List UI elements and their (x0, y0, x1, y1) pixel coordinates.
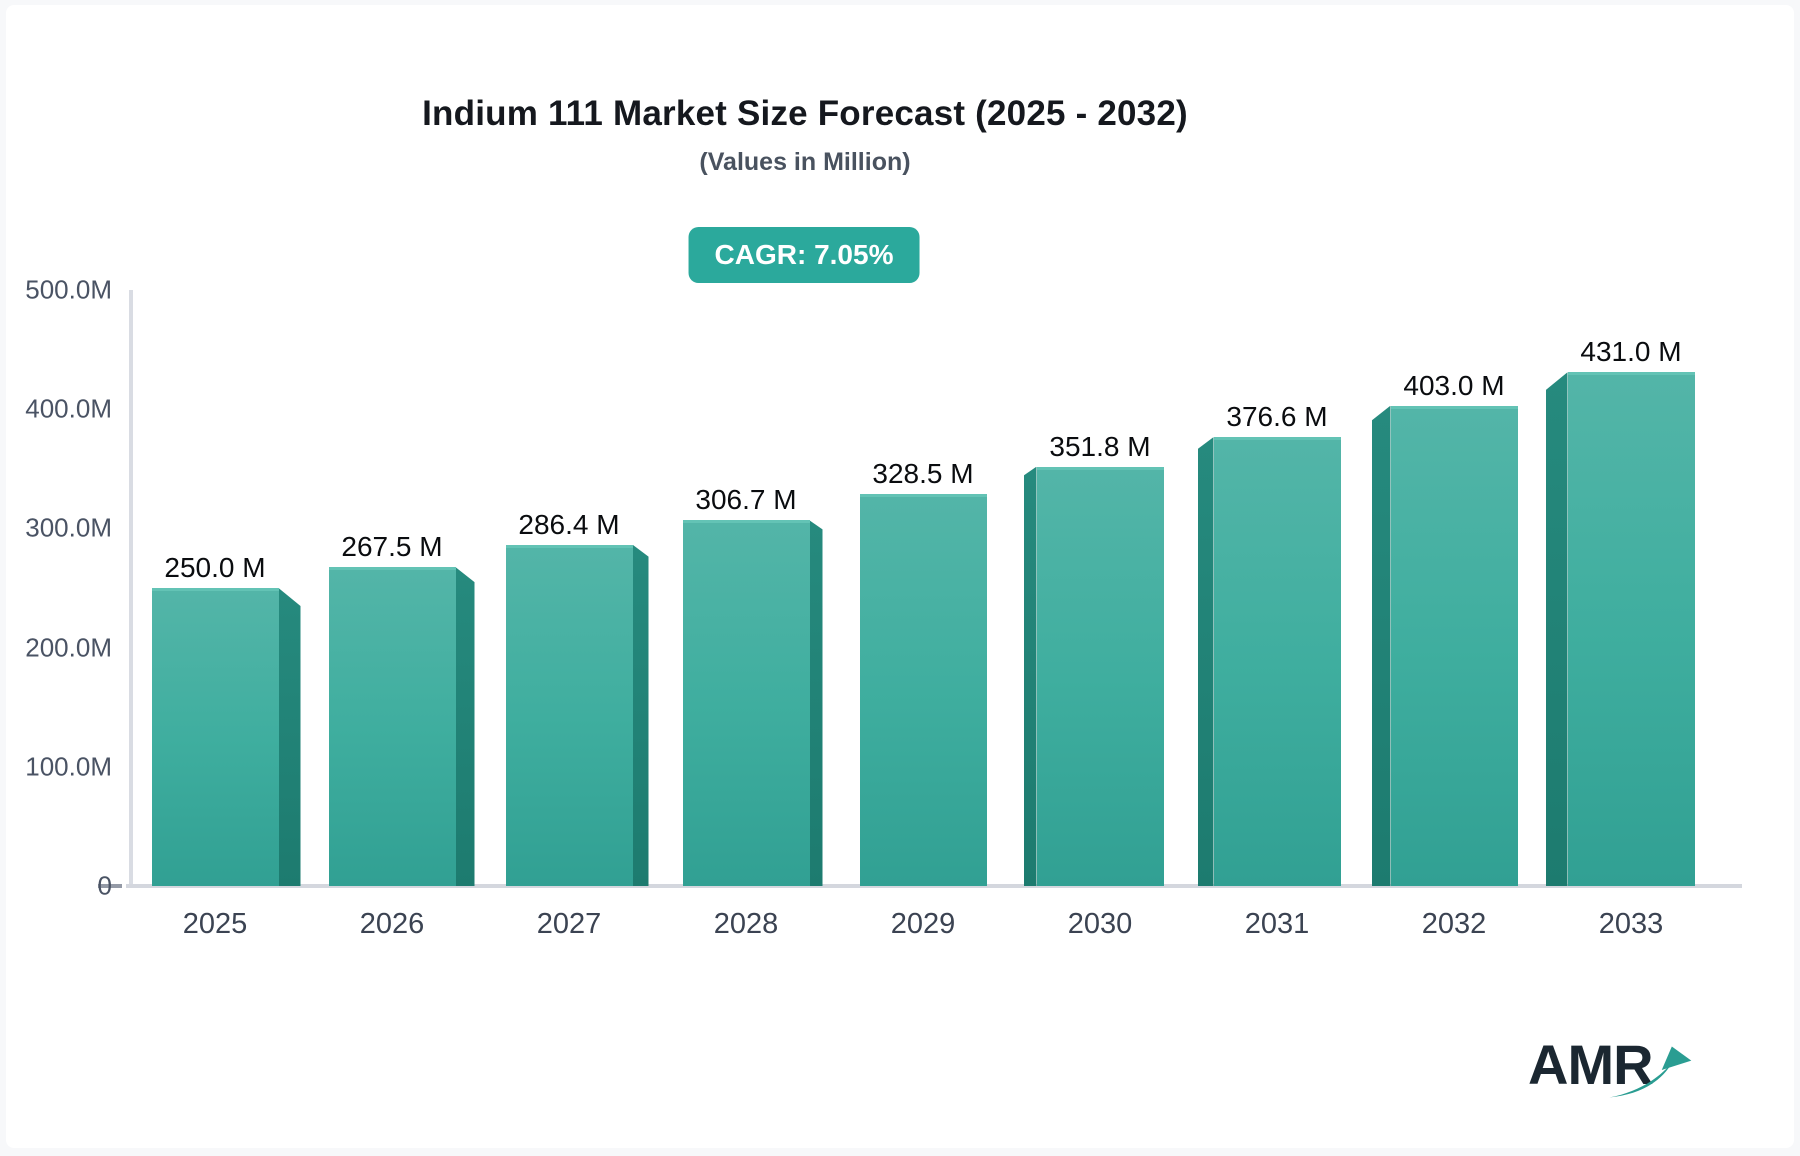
bar-2027 (505, 544, 633, 886)
x-tick-label: 2029 (890, 908, 956, 940)
cagr-badge: CAGR: 7.05% (688, 227, 920, 283)
bar-3d-side (1023, 466, 1037, 886)
bar-2028 (682, 520, 810, 886)
bar-3d-side (809, 520, 823, 886)
bar-2025 (151, 588, 279, 886)
bar-3d-side (632, 544, 649, 886)
y-tick-label: 0 (97, 870, 112, 901)
y-tick-label: 400.0M (25, 393, 112, 424)
bar-value-label: 306.7 M (695, 484, 797, 516)
bar-value-label: 267.5 M (341, 531, 443, 563)
bar-3d-side (1545, 372, 1568, 886)
x-tick-label: 2025 (182, 908, 248, 940)
bar-3d-side (1371, 405, 1391, 886)
bar-2032 (1390, 405, 1518, 886)
x-tick-label: 2030 (1067, 908, 1133, 940)
bar-3d-side (1197, 437, 1214, 886)
y-axis-line (129, 290, 133, 888)
x-tick-label: 2032 (1421, 908, 1487, 940)
logo-arrowhead (1661, 1046, 1692, 1070)
bar-value-label: 376.6 M (1226, 401, 1328, 433)
cagr-badge-label: CAGR: 7.05% (714, 239, 894, 270)
x-tick-label: 2028 (713, 908, 779, 940)
bar-2031 (1213, 437, 1341, 886)
bar-value-label: 403.0 M (1403, 369, 1505, 401)
bar-2030 (1036, 466, 1164, 886)
y-tick-label: 100.0M (25, 751, 112, 782)
y-tick-label: 500.0M (25, 274, 112, 305)
amr-logo-arrow-icon (1609, 1046, 1692, 1098)
bar-value-label: 328.5 M (872, 458, 974, 490)
bar-2029 (859, 494, 987, 886)
x-tick-label: 2033 (1598, 908, 1664, 940)
bar-value-label: 431.0 M (1580, 336, 1682, 368)
bar-value-label: 250.0 M (164, 552, 266, 583)
amr-logo-text: AMR (1528, 1033, 1654, 1096)
x-tick-label: 2031 (1244, 908, 1310, 940)
y-tick-label: 300.0M (25, 512, 112, 543)
bar-3d-side (455, 567, 475, 886)
zero-tick-mark (98, 884, 122, 888)
y-tick-label: 200.0M (25, 632, 112, 663)
x-axis-line (126, 884, 1742, 888)
bar-2033 (1567, 372, 1695, 886)
bar-value-label: 286.4 M (518, 508, 620, 540)
bar-value-label: 351.8 M (1049, 430, 1151, 462)
x-tick-label: 2026 (359, 908, 425, 940)
chart-title: Indium 111 Market Size Forecast (2025 - … (422, 94, 1188, 133)
bar-2026 (328, 567, 456, 886)
chart-subtitle: (Values in Million) (699, 148, 911, 176)
bar-3d-side (278, 588, 301, 886)
x-tick-label: 2027 (536, 908, 602, 940)
